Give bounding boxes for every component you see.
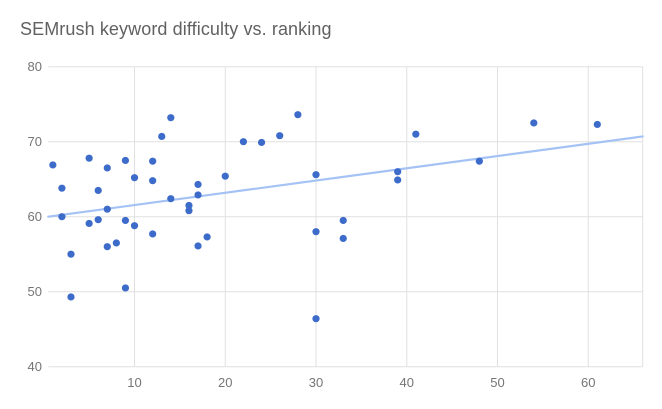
data-point[interactable] [339,234,347,243]
data-point[interactable] [103,243,111,251]
y-tick-label: 70 [28,134,42,149]
data-point[interactable] [112,239,120,247]
data-point[interactable] [412,130,420,138]
data-point[interactable] [121,284,130,292]
data-point[interactable] [167,195,175,203]
data-point[interactable] [194,180,202,189]
data-point[interactable] [475,157,483,165]
data-point[interactable] [394,176,402,184]
x-tick-label: 30 [309,375,323,390]
data-point[interactable] [167,114,175,122]
data-point[interactable] [58,184,66,192]
data-point[interactable] [203,233,211,241]
y-tick-label: 40 [28,359,42,374]
data-point[interactable] [158,132,166,141]
x-tick-label: 40 [400,375,414,390]
data-point[interactable] [49,161,57,169]
y-tick-label: 60 [28,209,42,224]
data-point[interactable] [530,119,538,127]
data-point[interactable] [185,207,193,215]
data-point[interactable] [94,216,102,224]
data-point[interactable] [149,230,157,238]
data-point[interactable] [103,164,111,172]
data-point[interactable] [130,222,139,230]
data-point[interactable] [194,242,202,250]
data-point[interactable] [276,132,284,140]
x-tick-label: 10 [127,375,141,390]
data-point[interactable] [94,186,102,195]
data-point[interactable] [593,120,601,129]
data-point[interactable] [67,250,75,258]
data-point[interactable] [121,156,130,165]
data-point[interactable] [221,172,229,180]
data-point[interactable] [85,154,93,162]
data-point[interactable] [58,213,66,221]
chart-title: SEMrush keyword difficulty vs. ranking [20,19,332,39]
data-point[interactable] [239,138,248,146]
trendline-segment [47,135,644,218]
data-point[interactable] [312,228,320,236]
y-tick-label: 50 [28,284,42,299]
x-tick-label: 50 [490,375,504,390]
data-point[interactable] [67,293,75,301]
trendline [47,135,644,218]
x-tick-label: 20 [218,375,232,390]
data-point[interactable] [294,111,302,119]
data-point[interactable] [185,201,193,210]
data-points [49,111,601,323]
data-point[interactable] [149,177,157,185]
data-point[interactable] [121,216,130,225]
data-point[interactable] [257,138,266,147]
axis-tick-labels: 40 50 60 70 80 10 20 30 40 50 60 [28,59,596,390]
data-point[interactable] [85,219,93,228]
data-point[interactable] [312,315,320,323]
data-point[interactable] [130,174,139,182]
data-point[interactable] [149,157,157,165]
y-tick-label: 80 [28,59,42,74]
gridlines [48,66,644,368]
x-tick-label: 60 [581,375,595,390]
data-point[interactable] [312,171,320,179]
data-point[interactable] [194,191,202,199]
data-point[interactable] [103,205,111,213]
data-point[interactable] [339,216,347,225]
data-point[interactable] [394,168,402,176]
